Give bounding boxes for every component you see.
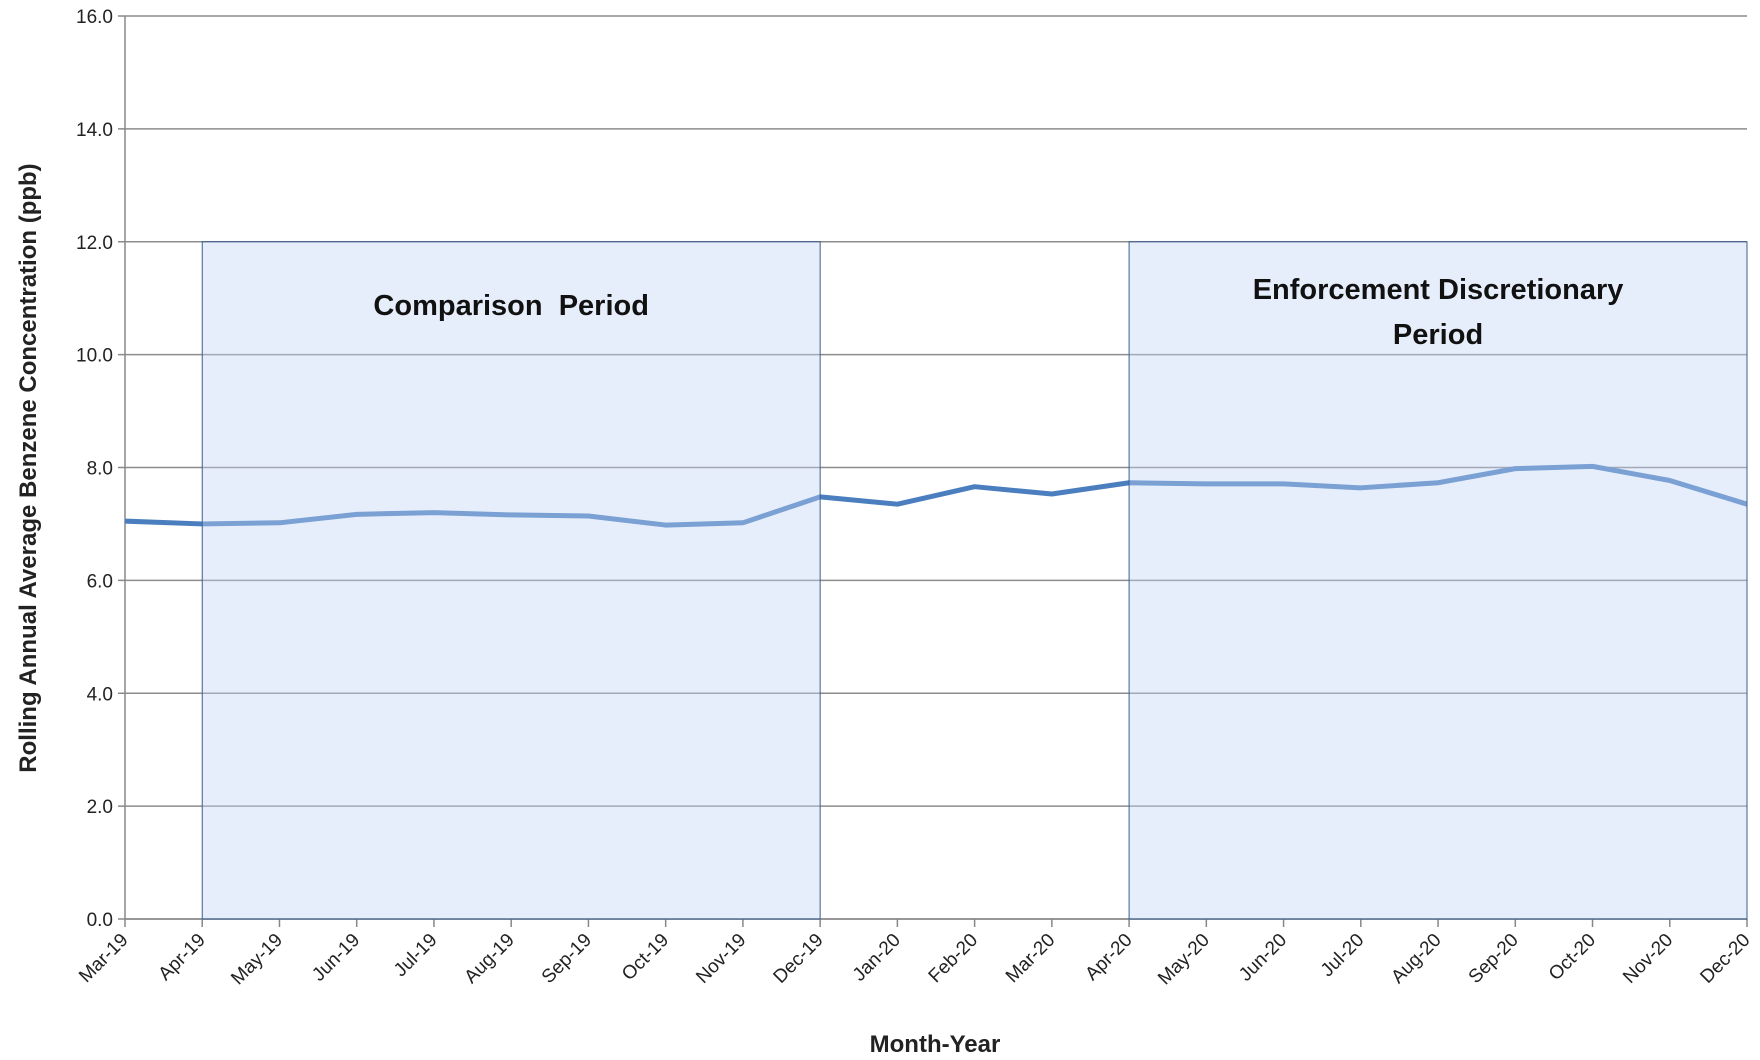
x-tick-label: Aug-19 bbox=[461, 930, 519, 988]
y-tick-label: 10.0 bbox=[76, 346, 113, 367]
x-tick-label: Dec-19 bbox=[770, 930, 828, 988]
x-tick-label: Nov-20 bbox=[1619, 930, 1677, 988]
period-shade bbox=[1128, 241, 1748, 920]
x-tick-label: May-20 bbox=[1154, 930, 1214, 990]
x-tick-label: Apr-20 bbox=[1081, 930, 1136, 985]
y-axis-title: Rolling Annual Average Benzene Concentra… bbox=[15, 163, 42, 772]
period-label: Enforcement Discretionary Period bbox=[1252, 273, 1632, 351]
y-tick-label: 12.0 bbox=[76, 233, 113, 254]
period-shade bbox=[201, 241, 821, 920]
x-tick-label: Oct-19 bbox=[618, 930, 673, 985]
x-tick-label: Mar-20 bbox=[1002, 930, 1059, 987]
x-tick-label: Feb-20 bbox=[925, 930, 982, 987]
x-tick-label: Nov-19 bbox=[692, 930, 750, 988]
x-tick-label: Mar-19 bbox=[75, 930, 132, 987]
x-tick-label: Apr-19 bbox=[155, 930, 210, 985]
x-tick-label: Oct-20 bbox=[1545, 930, 1600, 985]
y-tick-label: 6.0 bbox=[87, 571, 113, 592]
x-tick-label: Jan-20 bbox=[849, 930, 905, 986]
y-tick-label: 4.0 bbox=[87, 684, 113, 705]
period-label: Comparison Period bbox=[373, 289, 649, 322]
y-tick-label: 0.0 bbox=[87, 910, 113, 931]
y-tick-label: 2.0 bbox=[87, 797, 113, 818]
x-tick-label: Jun-19 bbox=[308, 930, 364, 986]
data-line bbox=[124, 463, 1748, 528]
y-tick-label: 14.0 bbox=[76, 120, 113, 141]
x-tick-label: Jul-20 bbox=[1317, 930, 1368, 981]
x-tick-label: May-19 bbox=[227, 930, 287, 990]
x-tick-label: Jul-19 bbox=[390, 930, 441, 981]
y-tick-label: 16.0 bbox=[76, 7, 113, 28]
x-tick-label: Aug-20 bbox=[1387, 930, 1445, 988]
x-tick-label: Sep-20 bbox=[1465, 930, 1523, 988]
x-axis-title: Month-Year bbox=[870, 1031, 1001, 1058]
x-tick-label: Dec-20 bbox=[1696, 930, 1754, 988]
x-tick-label: Sep-19 bbox=[538, 930, 596, 988]
x-tick-label: Jun-20 bbox=[1235, 930, 1291, 986]
y-tick-label: 8.0 bbox=[87, 459, 113, 480]
